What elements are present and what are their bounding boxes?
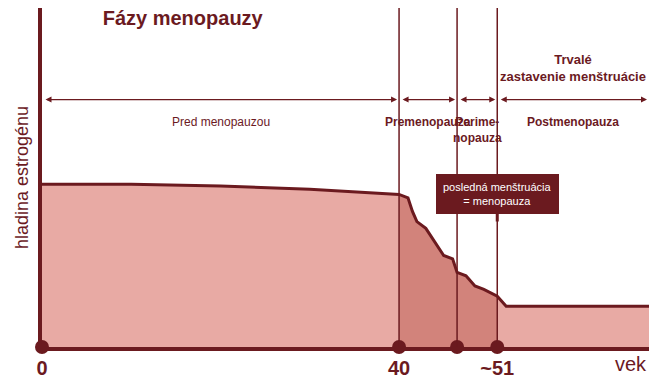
svg-text:Pred menopauzou: Pred menopauzou	[172, 115, 270, 129]
svg-text:~51: ~51	[480, 357, 514, 379]
svg-text:posledná menštruácia= menopauz: posledná menštruácia= menopauza	[443, 181, 552, 207]
svg-text:40: 40	[388, 357, 410, 379]
svg-text:vek: vek	[615, 353, 647, 375]
svg-text:Premenopauza: Premenopauza	[385, 115, 471, 129]
svg-text:Perime-nopauza: Perime-nopauza	[453, 115, 502, 145]
svg-text:0: 0	[36, 357, 47, 379]
svg-text:Postmenopauza: Postmenopauza	[527, 115, 619, 129]
svg-text:Trvalézastavenie menštruácie: Trvalézastavenie menštruácie	[500, 52, 646, 84]
svg-text:hladina estrogénu: hladina estrogénu	[12, 106, 32, 249]
svg-text:Fázy menopauzy: Fázy menopauzy	[103, 7, 264, 29]
